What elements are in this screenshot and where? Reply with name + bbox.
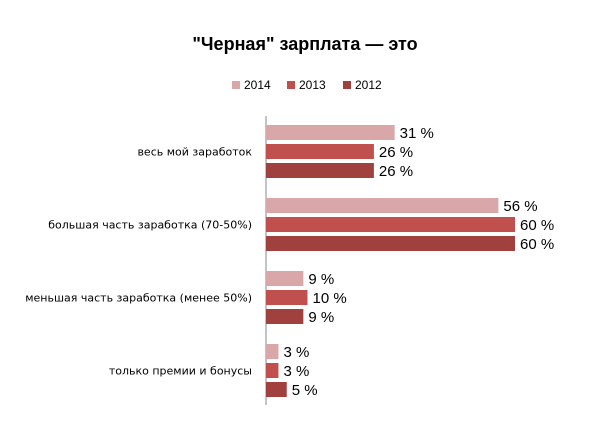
data-label-2013-cat-3: 3 % bbox=[283, 363, 309, 380]
category-label-1: большая часть заработка (70-50%) bbox=[48, 219, 252, 232]
category-label-3: только премии и бонусы bbox=[109, 365, 252, 378]
legend-swatch-2012 bbox=[343, 81, 351, 89]
bar-2013-cat-0 bbox=[266, 144, 374, 159]
category-labels: весь мой заработок большая часть заработк… bbox=[25, 146, 252, 378]
category-label-2: меньшая часть заработка (менее 50%) bbox=[25, 292, 252, 305]
bar-2013-cat-1 bbox=[266, 217, 515, 232]
bar-2012-cat-0 bbox=[266, 163, 374, 178]
data-label-2012-cat-0: 26 % bbox=[379, 163, 413, 180]
data-label-2012-cat-1: 60 % bbox=[520, 236, 554, 253]
data-label-2014-cat-0: 31 % bbox=[400, 125, 434, 142]
data-label-2012-cat-2: 9 % bbox=[308, 309, 334, 326]
bar-2013-cat-2 bbox=[266, 290, 308, 305]
data-label-2014-cat-2: 9 % bbox=[308, 271, 334, 288]
data-label-2013-cat-1: 60 % bbox=[520, 217, 554, 234]
data-label-2014-cat-1: 56 % bbox=[503, 198, 537, 215]
bar-2013-cat-3 bbox=[266, 363, 279, 378]
bars-group bbox=[266, 125, 515, 397]
bar-2012-cat-1 bbox=[266, 236, 515, 251]
value-labels: 31 % 26 % 26 % 56 % 60 % 60 % 9 % 10 % 9 % 3 % 3 %… bbox=[283, 125, 554, 399]
legend-label-2014: 2014 bbox=[244, 78, 271, 92]
chart-title: "Черная" зарплата — это bbox=[192, 34, 417, 54]
bar-2012-cat-3 bbox=[266, 382, 287, 397]
data-label-2013-cat-0: 26 % bbox=[379, 144, 413, 161]
bar-2014-cat-0 bbox=[266, 125, 395, 140]
legend-swatch-2014 bbox=[232, 81, 240, 89]
bar-2014-cat-2 bbox=[266, 271, 304, 286]
legend-label-2012: 2012 bbox=[355, 78, 382, 92]
bar-2014-cat-1 bbox=[266, 198, 499, 213]
bar-2014-cat-3 bbox=[266, 344, 279, 359]
category-label-0: весь мой заработок bbox=[137, 146, 252, 159]
data-label-2012-cat-3: 5 % bbox=[292, 382, 318, 399]
data-label-2014-cat-3: 3 % bbox=[283, 344, 309, 361]
legend-label-2013: 2013 bbox=[299, 78, 326, 92]
bar-2012-cat-2 bbox=[266, 309, 304, 324]
data-label-2013-cat-2: 10 % bbox=[313, 290, 347, 307]
legend: 2014 2013 2012 bbox=[232, 78, 382, 92]
legend-swatch-2013 bbox=[287, 81, 295, 89]
